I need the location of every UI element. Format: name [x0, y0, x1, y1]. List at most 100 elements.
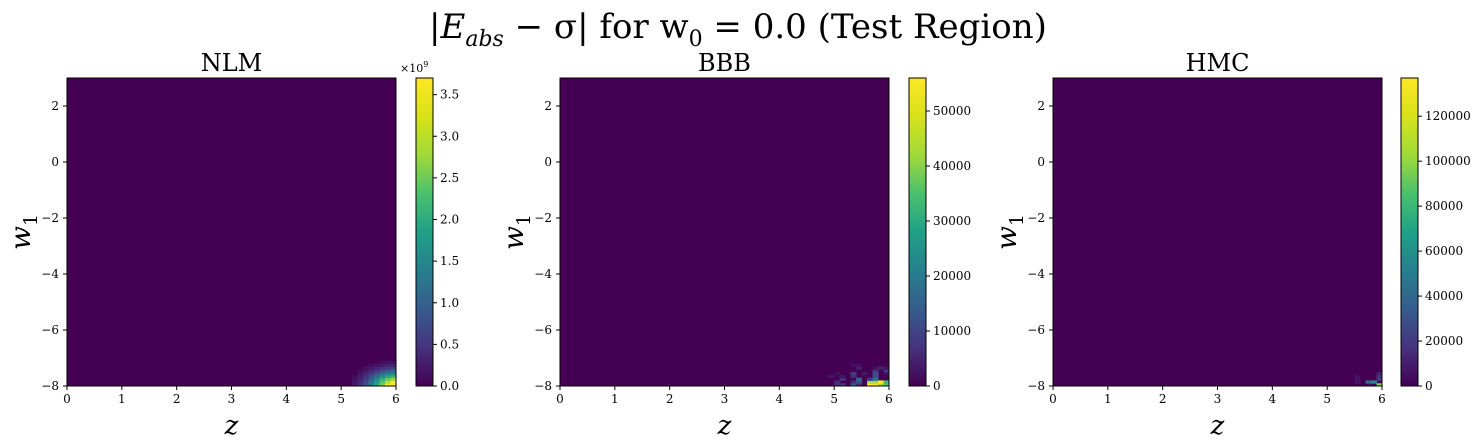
heatmap-cell [379, 380, 386, 384]
heatmap-cell [368, 377, 375, 381]
heatmap-cell [850, 380, 857, 384]
heatmap-cell [390, 366, 397, 370]
x-tick-label: 6 [392, 392, 400, 406]
y-tick-label: −6 [1027, 323, 1045, 337]
subplot-bbb: BBB 0 1 2 3 4 5 6 2 0 −2 −4 −6 −8 z w1 0 10000 20000 30000 4… [497, 49, 971, 441]
heatmap-cell [352, 380, 359, 384]
colorbar: 0.0 0.5 1.0 1.5 2.0 2.5 3.0 3.5 ×109 [400, 60, 459, 393]
y-tick-label: −8 [534, 379, 552, 393]
heatmap-cell [834, 383, 841, 387]
colorbar-tick-label: 3.0 [440, 129, 459, 143]
heatmap-background [560, 78, 889, 386]
heatmap-cell [385, 383, 392, 387]
heatmap-cell [374, 366, 381, 370]
heatmap-cell [374, 374, 381, 379]
x-tick-label: 0 [63, 392, 71, 406]
heatmap-cell [385, 360, 392, 365]
y-tick-label: −4 [41, 267, 59, 281]
subplot-hmc: HMC 0 1 2 3 4 5 6 2 0 −2 −4 −6 −8 z w1 0 20000 40000 60000 8… [990, 49, 1471, 441]
heatmap-cell [357, 383, 364, 387]
heatmap-cell [385, 366, 392, 370]
heatmap-cell [379, 372, 386, 376]
heatmap-cell [390, 377, 397, 381]
x-tick-label: 3 [228, 392, 236, 406]
colorbar-tick-label: 50000 [933, 104, 971, 118]
heatmap-cell [878, 383, 885, 387]
y-tick-label: 0 [1037, 155, 1045, 169]
colorbar: 0 20000 40000 60000 80000 100000 120000 [1400, 77, 1471, 393]
heatmap-cell [363, 369, 370, 373]
heatmap-cell [363, 383, 370, 387]
heatmap-cell [385, 363, 392, 367]
heatmap-cell [1376, 372, 1383, 376]
x-tick-label: 4 [1269, 392, 1277, 406]
x-tick-label: 5 [830, 392, 838, 406]
heatmap-cell [1376, 374, 1383, 379]
y-tick-label: 2 [544, 99, 552, 113]
heatmap-cell [872, 383, 879, 387]
x-tick-label: 0 [556, 392, 564, 406]
heatmap-cell [872, 380, 879, 384]
y-tick-label: −2 [41, 211, 59, 225]
heatmap-cell [867, 380, 874, 384]
heatmap-cell [379, 377, 386, 381]
colorbar-tick-label: 1.0 [440, 296, 459, 310]
x-tick-label: 4 [283, 392, 291, 406]
y-tick-label: −2 [534, 211, 552, 225]
heatmap-cell [839, 383, 846, 387]
heatmap-cell [883, 383, 890, 387]
colorbar-gradient [415, 77, 434, 387]
colorbar: 0 10000 20000 30000 40000 50000 [908, 77, 971, 393]
heatmap-cell [368, 383, 375, 387]
heatmap-cell [1376, 377, 1383, 381]
colorbar-tick-label: 0.5 [440, 337, 459, 351]
heatmap-cell [872, 374, 879, 379]
heatmap-cell [357, 369, 364, 373]
x-tick-label: 2 [173, 392, 181, 406]
heatmap-cell [856, 363, 863, 367]
x-axis-label: z [224, 411, 239, 441]
heatmap-cell [850, 363, 857, 367]
subplot-title: HMC [1186, 49, 1250, 77]
heatmap-cell [368, 366, 375, 370]
colorbar-tick-label: 30000 [933, 214, 971, 228]
heatmap-cell [368, 374, 375, 379]
heatmap-cell [828, 374, 835, 379]
heatmap-cell [1354, 374, 1361, 379]
heatmap-cell [363, 372, 370, 376]
y-tick-label: −6 [41, 323, 59, 337]
y-tick-label: 0 [51, 155, 59, 169]
heatmap-cell [352, 374, 359, 379]
heatmap-cell [390, 374, 397, 379]
colorbar-tick-label: 10000 [933, 324, 971, 338]
x-tick-label: 6 [885, 392, 893, 406]
heatmap-cell [883, 366, 890, 370]
heatmap-cell [390, 383, 397, 387]
heatmap-cell [368, 372, 375, 376]
heatmap-cell [856, 377, 863, 381]
heatmap-cell [379, 366, 386, 370]
heatmap-cell [883, 369, 890, 373]
heatmap-cell [374, 377, 381, 381]
heatmap-cell [363, 366, 370, 370]
heatmap-cell [883, 380, 890, 384]
colorbar-tick-label: 80000 [1425, 199, 1463, 213]
heatmap-cell [385, 369, 392, 373]
figure-title: |Eabs − σ| for w0 = 0.0 (Test Region) [429, 7, 1047, 52]
y-tick-label: −4 [534, 267, 552, 281]
y-tick-label: 0 [544, 155, 552, 169]
colorbar-tick-label: 0 [933, 379, 941, 393]
heatmap-cell [861, 372, 868, 376]
heatmap-cell [352, 377, 359, 381]
x-tick-label: 5 [1323, 392, 1331, 406]
heatmap-background [1053, 78, 1382, 386]
colorbar-offset-label: ×109 [400, 60, 428, 75]
colorbar-tick-label: 20000 [933, 269, 971, 283]
x-tick-label: 5 [337, 392, 345, 406]
subplot-nlm: NLM 0 1 2 3 4 5 6 2 0 −2 −4 −6 −8 z w1 0.0 0.5 1.0 1.5 2.0 2.… [4, 49, 459, 441]
y-tick-label: −8 [1027, 379, 1045, 393]
heatmap-cell [357, 374, 364, 379]
heatmap-cell [872, 372, 879, 376]
heatmap-cell [390, 369, 397, 373]
